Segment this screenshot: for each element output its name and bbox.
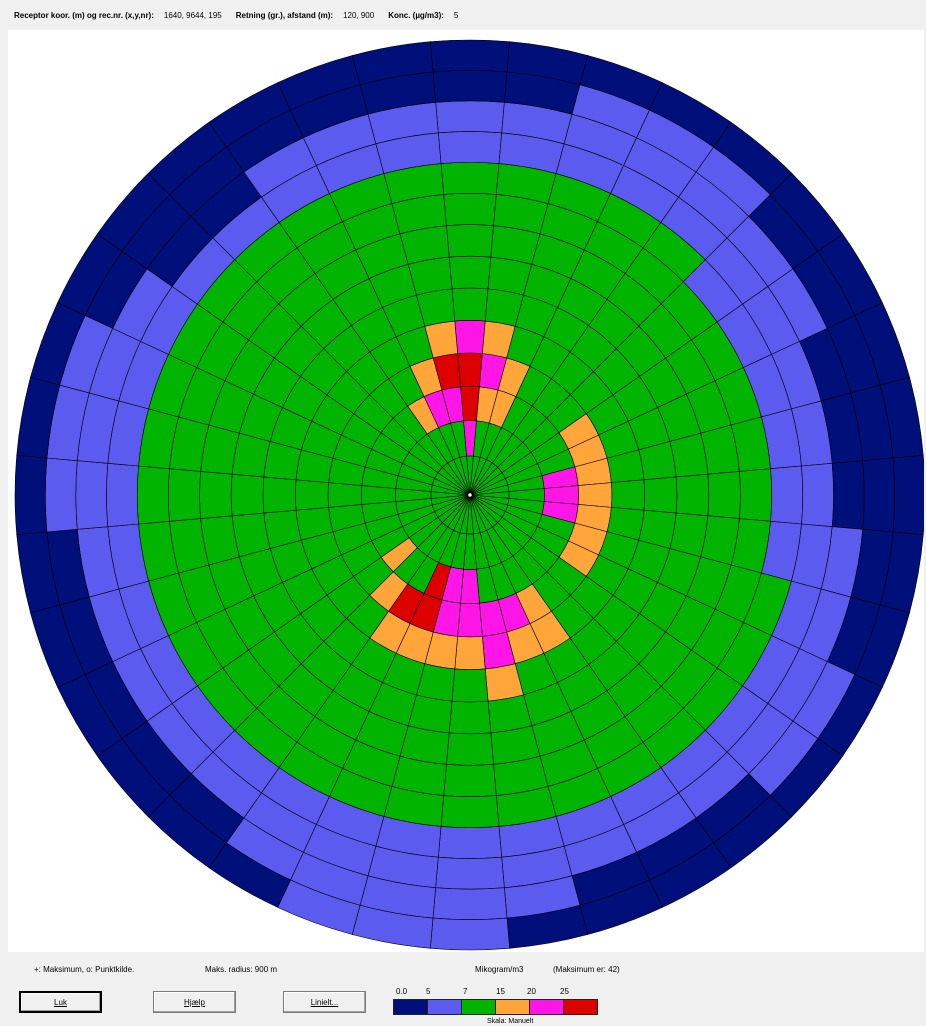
plot-cell[interactable] bbox=[446, 732, 494, 766]
scale-swatch-4 bbox=[529, 999, 564, 1015]
scale-swatch-1 bbox=[427, 999, 462, 1015]
plot-cell[interactable] bbox=[577, 482, 613, 508]
plot-cell[interactable] bbox=[136, 465, 170, 525]
units-text: Mikogram/m3 bbox=[475, 965, 524, 974]
concentration: Konc. (µg/m3): 5 bbox=[388, 11, 458, 20]
plot-cell[interactable] bbox=[440, 795, 500, 829]
plot-cell[interactable] bbox=[361, 485, 397, 505]
marker-legend: +: Maksimum, o: Punktkilde. bbox=[34, 965, 135, 974]
receptor-value: 1640, 9644, 195 bbox=[163, 10, 222, 20]
plot-cell[interactable] bbox=[14, 455, 48, 535]
scale-tick-4: 20 bbox=[527, 987, 536, 996]
plot-cell[interactable] bbox=[892, 455, 924, 535]
direction-label: Retning (gr.), afstand (m): bbox=[235, 10, 334, 20]
scale-caption: Skala: Manuelt bbox=[487, 1018, 534, 1025]
plot-cell[interactable] bbox=[437, 826, 503, 859]
plot-cell[interactable] bbox=[351, 41, 434, 86]
plot-cell[interactable] bbox=[675, 473, 710, 517]
plot-cell[interactable] bbox=[437, 131, 503, 164]
plot-cell[interactable] bbox=[448, 700, 492, 735]
plot-cell[interactable] bbox=[199, 471, 233, 519]
scale-tick-1: 5 bbox=[426, 987, 431, 996]
plot-cell[interactable] bbox=[432, 70, 508, 103]
plot-cell[interactable] bbox=[75, 460, 109, 530]
legend-bar: +: Maksimum, o: Punktkilde. Maks. radius… bbox=[0, 955, 926, 1026]
plot-cell[interactable] bbox=[770, 465, 804, 525]
plot-cell[interactable] bbox=[106, 462, 139, 528]
plot-cell[interactable] bbox=[862, 457, 895, 533]
plot-cell[interactable] bbox=[430, 917, 510, 951]
plot-cell[interactable] bbox=[435, 856, 505, 890]
plot-cell[interactable] bbox=[432, 887, 508, 920]
scale-swatch-3 bbox=[495, 999, 530, 1015]
plot-cell[interactable] bbox=[454, 320, 486, 354]
polar-concentration-plot[interactable] bbox=[8, 30, 924, 952]
plot-cell[interactable] bbox=[45, 457, 78, 533]
scale-tick-0: 0.0 bbox=[396, 987, 408, 996]
point-source-marker bbox=[467, 492, 473, 498]
plot-cell[interactable] bbox=[739, 468, 772, 522]
plot-cell[interactable] bbox=[543, 485, 579, 505]
scale-swatch-2 bbox=[461, 999, 496, 1015]
plot-cell[interactable] bbox=[611, 479, 645, 511]
direction-distance: Retning (gr.), afstand (m): 120, 900 bbox=[236, 11, 374, 20]
lines-button[interactable]: Linielt... bbox=[283, 991, 366, 1013]
receptor-coordinates: Receptor koor. (m) og rec.nr. (x,y,nr): … bbox=[14, 11, 222, 20]
plot-cell[interactable] bbox=[451, 287, 489, 322]
plot-cell[interactable] bbox=[230, 473, 265, 517]
plot-cell[interactable] bbox=[435, 100, 505, 134]
plot-cell[interactable] bbox=[327, 482, 363, 508]
concentration-plot-panel[interactable] bbox=[8, 30, 924, 952]
plot-cell[interactable] bbox=[440, 161, 500, 195]
plot-cell[interactable] bbox=[707, 471, 741, 519]
status-header: Receptor koor. (m) og rec.nr. (x,y,nr): … bbox=[0, 0, 926, 30]
plot-cell[interactable] bbox=[451, 668, 489, 703]
concentration-value: 5 bbox=[453, 10, 459, 20]
maximum-text: (Maksimum er: 42) bbox=[553, 965, 620, 974]
plot-cell[interactable] bbox=[430, 39, 510, 73]
plot-cell[interactable] bbox=[643, 476, 678, 514]
plot-cell[interactable] bbox=[443, 193, 497, 226]
scale-swatch-5 bbox=[563, 999, 598, 1015]
scale-swatch-0 bbox=[393, 999, 428, 1015]
plot-cell[interactable] bbox=[460, 568, 480, 604]
close-button[interactable]: Luk bbox=[19, 991, 102, 1013]
plot-cell[interactable] bbox=[448, 255, 492, 290]
receptor-label: Receptor koor. (m) og rec.nr. (x,y,nr): bbox=[14, 10, 154, 20]
help-button[interactable]: Hjælp bbox=[153, 991, 236, 1013]
plot-cell[interactable] bbox=[443, 764, 497, 797]
scale-tick-2: 7 bbox=[463, 987, 468, 996]
plot-cell[interactable] bbox=[446, 224, 494, 258]
plot-cell[interactable] bbox=[262, 476, 297, 514]
plot-cell[interactable] bbox=[295, 479, 329, 511]
scale-tick-3: 15 bbox=[496, 987, 505, 996]
plot-cell[interactable] bbox=[168, 468, 201, 522]
direction-value: 120, 900 bbox=[343, 10, 375, 20]
color-scale bbox=[393, 999, 598, 1015]
concentration-label: Konc. (µg/m3): bbox=[388, 10, 444, 20]
plot-cell[interactable] bbox=[460, 386, 480, 422]
plot-cell[interactable] bbox=[454, 636, 486, 670]
scale-tick-5: 25 bbox=[560, 987, 569, 996]
plot-cell[interactable] bbox=[801, 462, 834, 528]
max-radius-text: Maks. radius: 900 m bbox=[205, 965, 278, 974]
plot-cell[interactable] bbox=[457, 352, 483, 388]
plot-cell[interactable] bbox=[831, 460, 865, 530]
plot-cell[interactable] bbox=[457, 602, 483, 638]
